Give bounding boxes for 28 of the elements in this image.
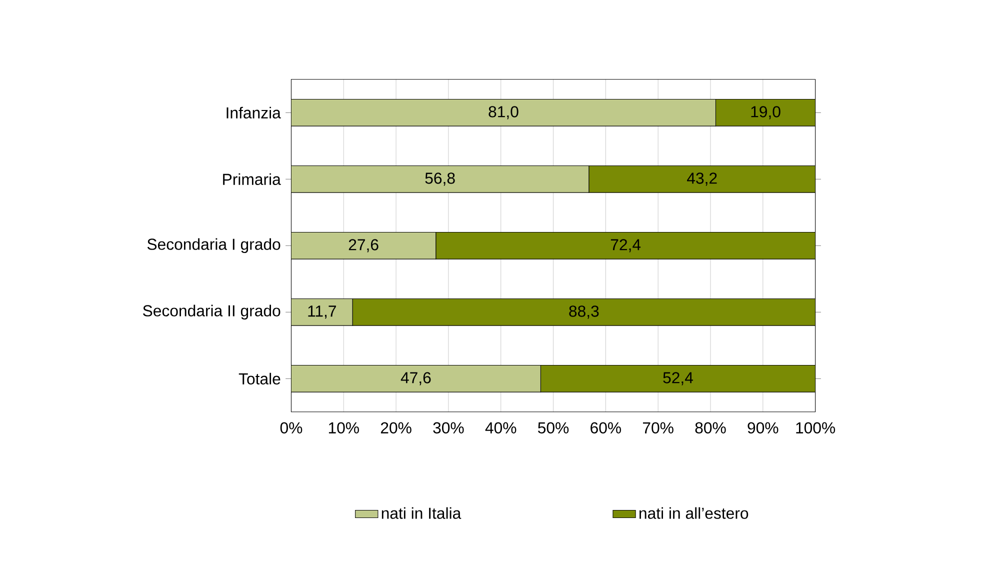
data-label: 81,0 (488, 106, 518, 120)
data-label: 88,3 (569, 306, 599, 319)
x-tick-label: 10% (328, 422, 359, 434)
x-tick-label: 70% (643, 422, 674, 434)
x-tick-label: 50% (538, 422, 569, 434)
y-tick-label: Secondaria I grado (147, 238, 280, 254)
y-tick-label: Primaria (223, 173, 281, 186)
data-label: 43,2 (687, 172, 717, 186)
x-tick-label: 40% (485, 422, 516, 434)
y-tick-label: Infanzia (226, 106, 281, 119)
data-label: 11,7 (308, 306, 336, 319)
data-label: 72,4 (610, 239, 641, 252)
data-label: 56,8 (425, 172, 455, 186)
y-tick-label: Totale (238, 372, 280, 385)
x-tick-label: 100% (796, 422, 836, 434)
legend-label: nati in all’estero (640, 507, 748, 520)
data-label: 27,6 (348, 239, 378, 252)
x-tick-label: 20% (380, 422, 412, 434)
legend-label: nati in Italia (382, 507, 462, 520)
y-tick-label: Secondaria II grado (143, 304, 280, 320)
data-label: 19,0 (751, 106, 780, 120)
x-tick-label: 60% (590, 422, 621, 434)
x-tick-label: 80% (695, 422, 726, 434)
x-tick-label: 0% (280, 422, 302, 434)
data-label: 47,6 (400, 372, 431, 386)
x-tick-label: 30% (433, 422, 464, 434)
x-tick-label: 90% (748, 422, 778, 434)
data-label: 52,4 (663, 372, 693, 386)
